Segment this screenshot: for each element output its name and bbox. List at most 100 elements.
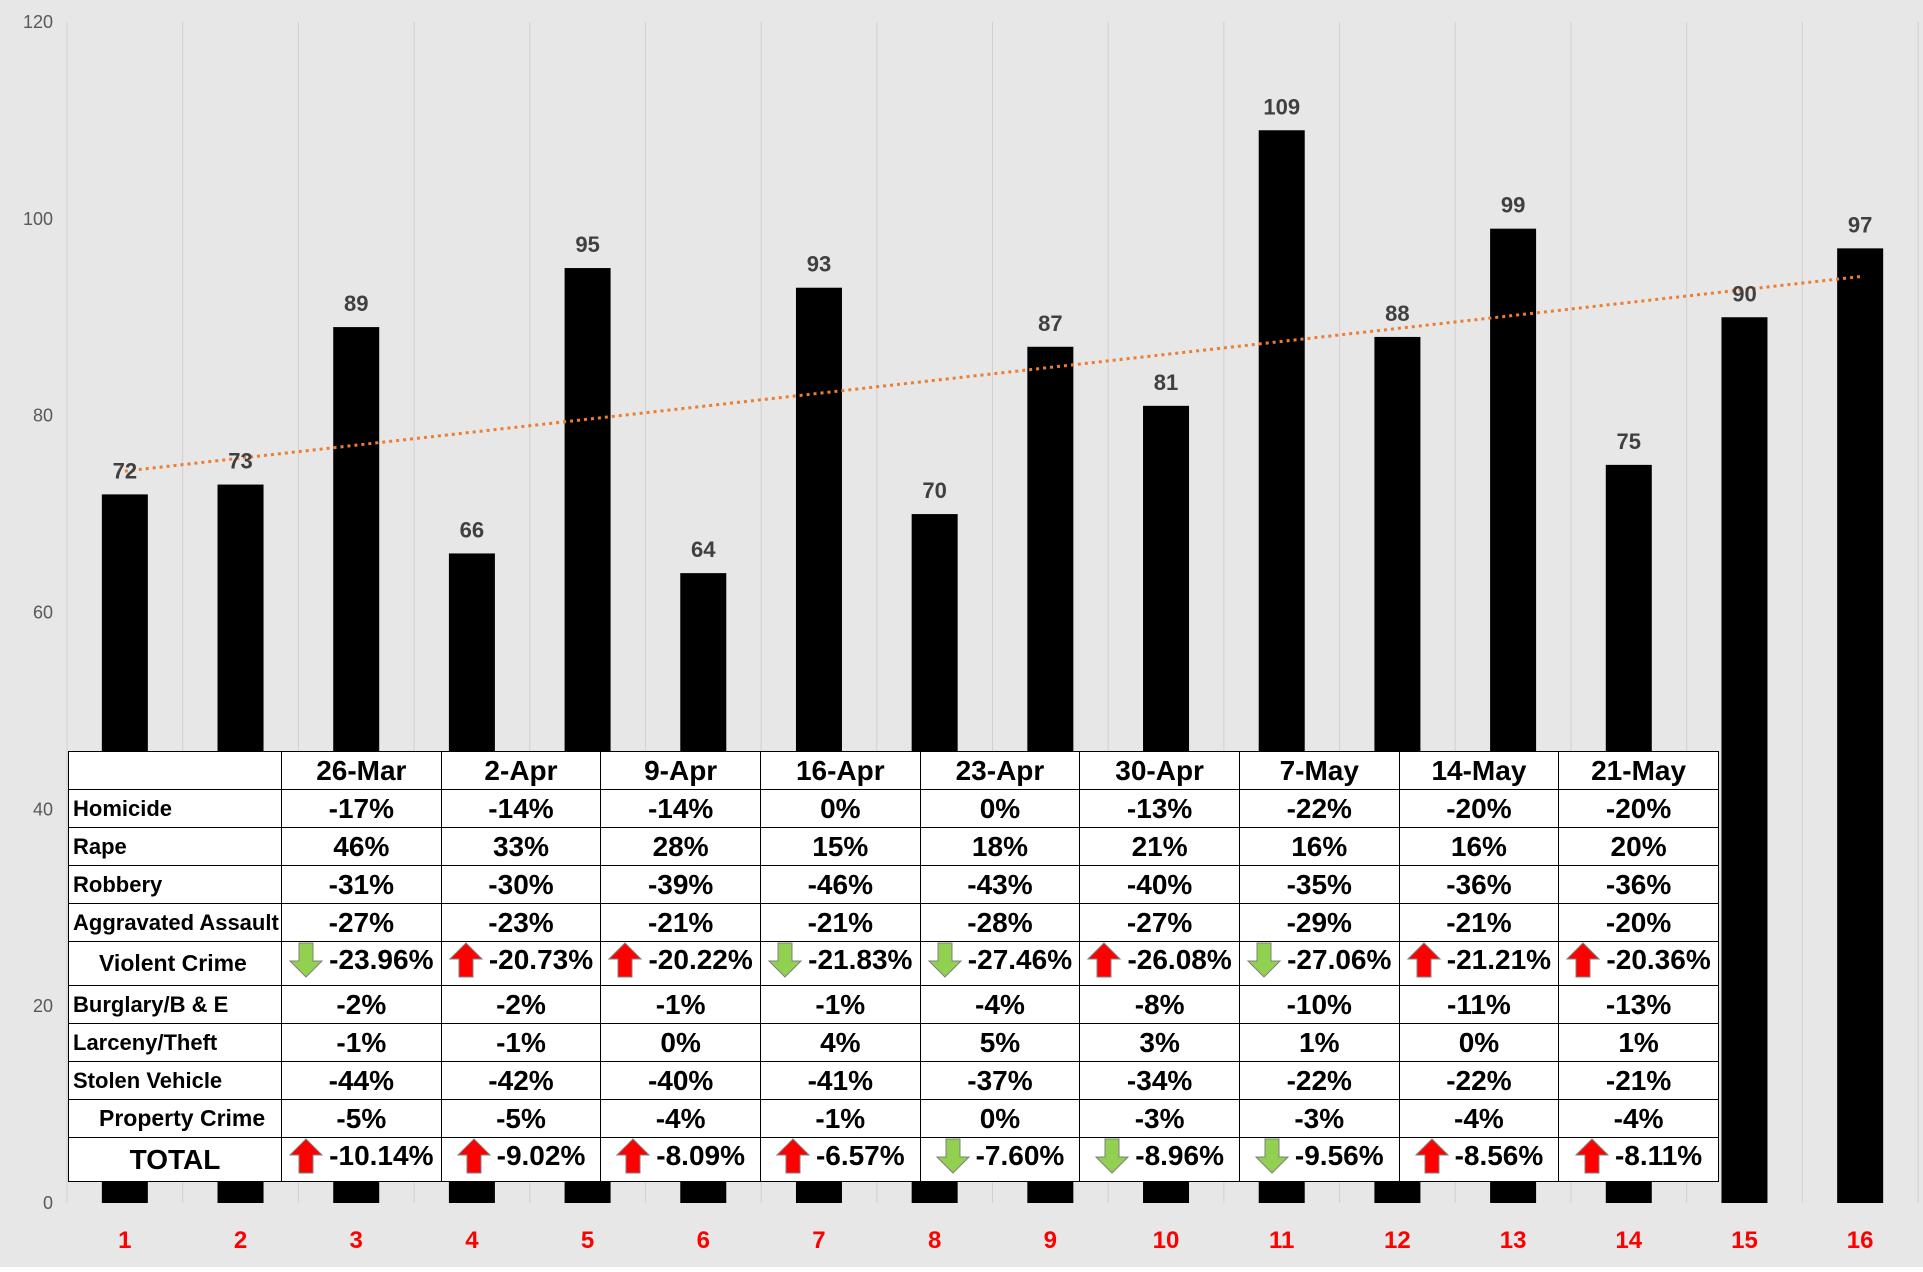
y-tick-label: 120 [23, 12, 53, 32]
red-up-arrow-icon [608, 942, 643, 979]
y-tick-label: 80 [33, 406, 53, 426]
data-label: 89 [344, 291, 368, 316]
week-column-header: 2-Apr [440, 751, 602, 790]
data-label: 109 [1263, 94, 1300, 119]
percent-change-cell: -1% [281, 1023, 442, 1062]
table-row: Robbery -31% -30% -39% -46% -43% -40% -35% -36% -… [68, 865, 1719, 904]
percent-change-cell: -44% [281, 1061, 442, 1100]
percent-change-cell: -9.02% [440, 1137, 602, 1182]
crime-category-label: Larceny/Theft [68, 1023, 282, 1062]
green-down-arrow-icon [1247, 942, 1282, 979]
percent-change-cell: -10.14% [281, 1137, 442, 1182]
percent-change-cell: -5% [281, 1099, 442, 1138]
crime-category-label: Violent Crime [68, 941, 282, 986]
percent-change-cell: -21% [1558, 1061, 1719, 1100]
data-label: 97 [1848, 212, 1872, 237]
percent-change-cell: -39% [600, 865, 761, 904]
x-category-label: 10 [1153, 1227, 1180, 1254]
percent-change-cell: -4% [919, 985, 1081, 1024]
percent-change-cell: -35% [1238, 865, 1400, 904]
week-column-header: 9-Apr [600, 751, 761, 790]
percent-change-cell: -5% [440, 1099, 602, 1138]
green-down-arrow-icon [1254, 1138, 1289, 1175]
percent-change-cell: -21% [1398, 903, 1560, 942]
data-label: 72 [113, 458, 137, 483]
percent-change-cell: -36% [1558, 865, 1719, 904]
percent-change-cell: -34% [1079, 1061, 1240, 1100]
x-category-label: 6 [697, 1227, 710, 1254]
percent-change-cell: -21% [759, 903, 921, 942]
percent-value: -27.06% [1287, 944, 1392, 975]
percent-change-cell: -28% [919, 903, 1081, 942]
percent-value: -6.57% [815, 1140, 905, 1171]
table-row: TOTAL -10.14% -9.02% -8.09% -6.57% -7.60% -8.9… [68, 1137, 1719, 1182]
table-row: Larceny/Theft -1% -1% 0% 4% 5% 3% 1% 0% 1% [68, 1023, 1719, 1062]
crime-category-label: Stolen Vehicle [68, 1061, 282, 1100]
percent-change-cell: -22% [1238, 1061, 1400, 1100]
data-label: 73 [228, 449, 252, 474]
percent-change-cell: -20.36% [1558, 941, 1719, 986]
percent-change-cell: -10% [1238, 985, 1400, 1024]
data-label: 93 [807, 252, 831, 277]
percent-change-cell: -2% [281, 985, 442, 1024]
percent-value: -8.11% [1614, 1140, 1703, 1171]
week-column-header: 16-Apr [759, 751, 921, 790]
percent-change-cell: -4% [1558, 1099, 1719, 1138]
percent-change-cell: -40% [1079, 865, 1240, 904]
data-label: 70 [922, 478, 946, 503]
percent-change-cell: -4% [600, 1099, 761, 1138]
percent-change-cell: -37% [919, 1061, 1081, 1100]
percent-change-cell: -23% [440, 903, 602, 942]
percent-change-cell: 28% [600, 827, 761, 866]
percent-change-cell: -31% [281, 865, 442, 904]
percent-change-cell: 1% [1238, 1023, 1400, 1062]
percent-value: -8.96% [1135, 1140, 1224, 1171]
table-row: Violent Crime -23.96% -20.73% -20.22% -21.83… [68, 941, 1719, 986]
crime-category-label: TOTAL [68, 1137, 282, 1182]
percent-change-cell: 33% [440, 827, 602, 866]
red-up-arrow-icon [616, 1138, 651, 1175]
crime-category-label: Aggravated Assault [68, 903, 282, 942]
data-label: 87 [1038, 311, 1062, 336]
percent-change-cell: 16% [1398, 827, 1560, 866]
data-label: 66 [460, 517, 484, 542]
data-label: 81 [1154, 370, 1178, 395]
week-column-header: 14-May [1398, 751, 1560, 790]
data-label: 90 [1732, 281, 1756, 306]
week-column-header: 30-Apr [1079, 751, 1240, 790]
percent-change-cell: -22% [1398, 1061, 1560, 1100]
percent-change-cell: 0% [600, 1023, 761, 1062]
percent-value: -20.22% [648, 944, 753, 975]
x-category-label: 8 [928, 1227, 941, 1254]
table-header-row: 26-Mar 2-Apr 9-Apr 16-Apr 23-Apr 30-Apr 7-May 1… [68, 751, 1719, 790]
percent-change-cell: -20.22% [600, 941, 761, 986]
red-up-arrow-icon [1414, 1138, 1449, 1175]
x-category-label: 11 [1269, 1227, 1294, 1254]
x-category-label: 16 [1847, 1227, 1874, 1254]
percent-change-cell: -36% [1398, 865, 1560, 904]
percent-value: -9.02% [496, 1140, 586, 1171]
percent-change-cell: -1% [600, 985, 761, 1024]
percent-change-cell: 21% [1079, 827, 1240, 866]
percent-change-cell: -3% [1079, 1099, 1240, 1138]
y-tick-label: 40 [33, 799, 53, 819]
percent-change-cell: 0% [1398, 1023, 1560, 1062]
table-row: Property Crime -5% -5% -4% -1% 0% -3% -3% -4% -4% [68, 1099, 1719, 1138]
percent-value: -26.08% [1127, 944, 1232, 975]
percent-change-cell: 16% [1238, 827, 1400, 866]
percent-change-cell: -20% [1398, 789, 1560, 828]
crime-category-label: Robbery [68, 865, 282, 904]
percent-change-cell: 20% [1558, 827, 1719, 866]
percent-change-cell: -20.73% [440, 941, 602, 986]
x-category-label: 4 [465, 1227, 479, 1254]
green-down-arrow-icon [768, 942, 803, 979]
percent-change-cell: -26.08% [1079, 941, 1240, 986]
red-up-arrow-icon [1087, 942, 1122, 979]
crime-category-label: Property Crime [68, 1099, 282, 1138]
percent-change-cell: -40% [600, 1061, 761, 1100]
percent-value: -20.73% [488, 944, 594, 975]
percent-value: -21.21% [1446, 944, 1552, 975]
percent-change-cell: 5% [919, 1023, 1081, 1062]
green-down-arrow-icon [927, 942, 962, 979]
